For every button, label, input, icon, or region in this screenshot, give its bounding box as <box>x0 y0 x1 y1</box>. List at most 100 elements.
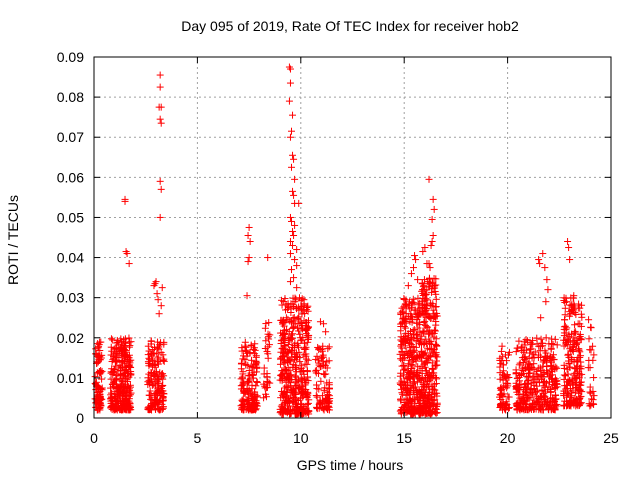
data-point <box>570 357 578 365</box>
data-point <box>409 295 417 303</box>
data-point <box>537 335 545 343</box>
data-point <box>497 386 505 394</box>
data-point <box>570 371 578 379</box>
data-point <box>418 304 426 312</box>
data-point <box>295 199 303 207</box>
data-point <box>569 306 577 314</box>
data-point <box>238 359 246 367</box>
data-point <box>572 402 580 410</box>
data-point <box>248 370 256 378</box>
data-point <box>576 330 584 338</box>
data-point <box>146 387 154 395</box>
data-point <box>94 340 102 348</box>
data-point <box>402 310 410 318</box>
data-point <box>536 260 544 268</box>
data-point <box>284 383 292 391</box>
data-point <box>283 388 291 396</box>
data-point <box>545 340 553 348</box>
data-point <box>264 354 272 362</box>
data-point <box>541 393 549 401</box>
data-point <box>547 344 555 352</box>
data-point <box>286 238 294 246</box>
data-point <box>301 310 309 318</box>
data-point <box>426 388 434 396</box>
data-point <box>298 319 306 327</box>
data-point <box>566 256 574 264</box>
data-point <box>526 349 534 357</box>
data-point <box>290 274 298 282</box>
data-point <box>517 371 525 379</box>
data-point <box>239 355 247 363</box>
data-point <box>292 390 300 398</box>
data-point <box>404 282 412 290</box>
data-point <box>412 306 420 314</box>
data-point <box>534 351 542 359</box>
data-point <box>419 308 427 316</box>
data-point <box>530 353 538 361</box>
data-point <box>399 404 407 412</box>
data-point <box>147 403 155 411</box>
data-point <box>409 361 417 369</box>
data-point <box>587 324 595 332</box>
data-point <box>408 318 416 326</box>
data-point <box>500 372 508 380</box>
data-point <box>398 381 406 389</box>
data-point <box>324 402 332 410</box>
data-point <box>497 399 505 407</box>
data-point <box>563 381 571 389</box>
data-point <box>293 246 301 254</box>
data-point <box>420 311 428 319</box>
data-point <box>590 351 598 359</box>
data-point <box>144 342 152 350</box>
data-point <box>151 371 159 379</box>
data-point <box>292 368 300 376</box>
data-point <box>512 348 520 356</box>
data-point <box>397 320 405 328</box>
data-point <box>247 342 255 350</box>
data-point <box>290 155 298 163</box>
data-point <box>496 369 504 377</box>
data-point <box>249 345 257 353</box>
data-point <box>123 388 131 396</box>
data-point <box>278 391 286 399</box>
data-point <box>550 382 558 390</box>
data-point <box>290 231 298 239</box>
data-point <box>410 264 418 272</box>
data-point <box>419 248 427 256</box>
data-point <box>419 295 427 303</box>
data-point <box>159 375 167 383</box>
data-point <box>432 303 440 311</box>
y-axis-title: ROTI / TECUs <box>5 195 21 285</box>
data-point <box>542 401 550 409</box>
data-point <box>397 333 405 341</box>
data-point <box>398 406 406 414</box>
data-point <box>125 260 133 268</box>
data-point <box>516 394 524 402</box>
data-point <box>540 369 548 377</box>
data-point <box>570 398 578 406</box>
data-point <box>529 402 537 410</box>
data-point <box>563 335 571 343</box>
data-point <box>499 367 507 375</box>
data-point <box>561 322 569 330</box>
data-point <box>500 390 508 398</box>
data-point <box>419 327 427 335</box>
data-point <box>425 280 433 288</box>
data-point <box>116 375 124 383</box>
data-point <box>569 380 577 388</box>
data-point <box>160 340 168 348</box>
data-point <box>425 175 433 183</box>
data-point <box>118 338 126 346</box>
data-point <box>299 393 307 401</box>
data-point <box>297 362 305 370</box>
data-point <box>319 353 327 361</box>
data-point <box>586 364 594 372</box>
data-point <box>397 410 405 418</box>
data-point <box>422 335 430 343</box>
data-point <box>244 231 252 239</box>
data-point <box>277 402 285 410</box>
data-point <box>572 388 580 396</box>
data-point <box>289 385 297 393</box>
data-point <box>551 391 559 399</box>
data-point <box>587 395 595 403</box>
